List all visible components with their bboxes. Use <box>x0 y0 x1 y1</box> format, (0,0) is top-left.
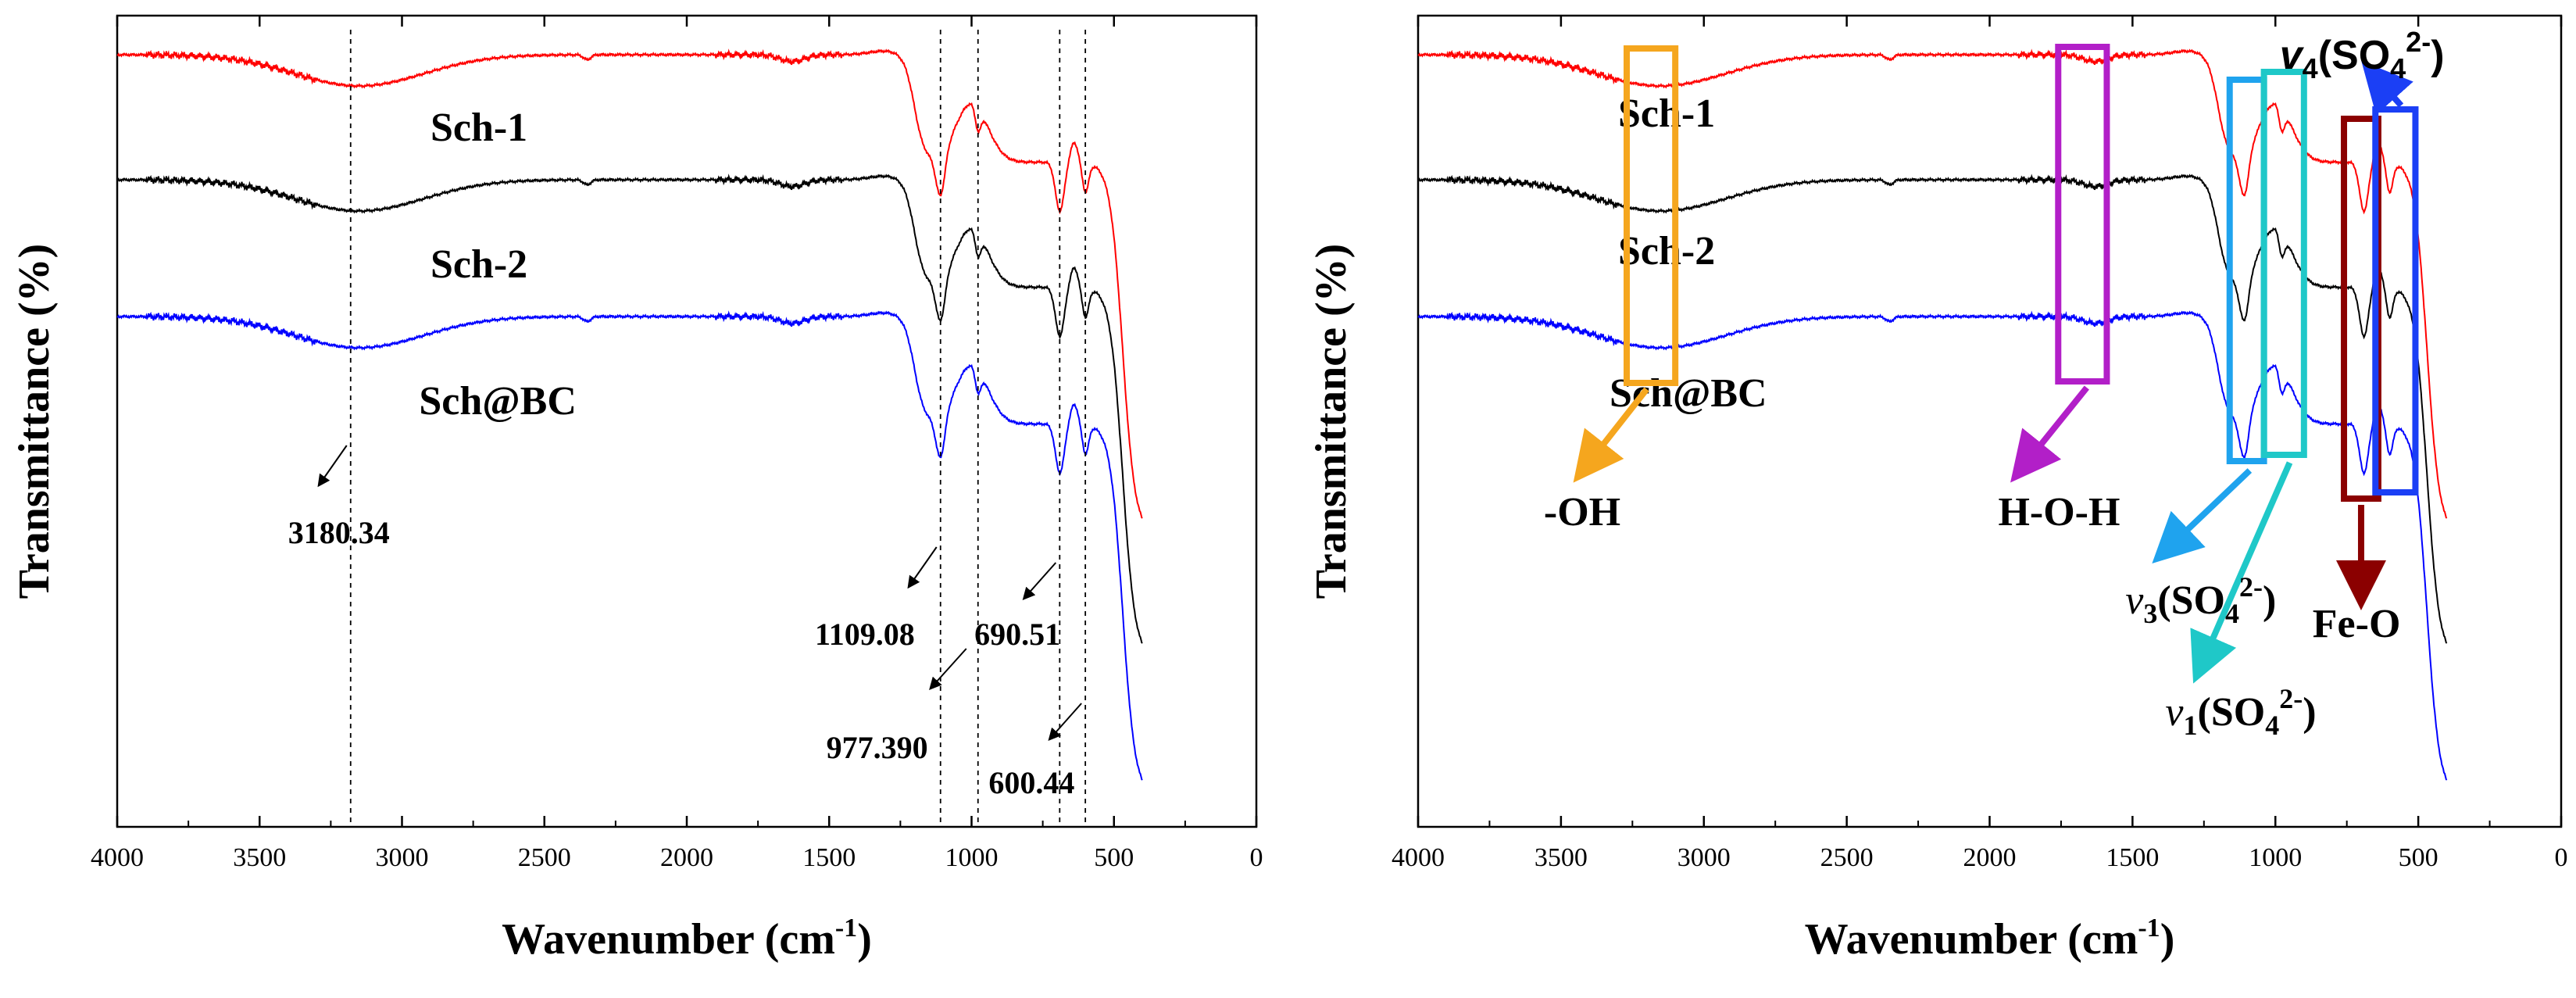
band-label-sup: 2- <box>2239 571 2263 603</box>
annotation-arrow <box>1048 703 1082 741</box>
band-label-close: ) <box>2263 578 2276 623</box>
band-label-open: (SO <box>2198 690 2266 735</box>
annotation-label: 3180.34 <box>288 515 390 550</box>
x-axis-label: Wavenumber (cm-1) <box>502 914 872 964</box>
band-label-sub: 1 <box>2184 710 2198 741</box>
band-label: H-O-H <box>1998 490 2120 535</box>
x-tick-label: 2500 <box>1820 843 1874 872</box>
series-label: Sch-2 <box>1618 229 1715 274</box>
band-label-symbol: v <box>2125 578 2144 623</box>
annotation-arrow <box>929 648 967 690</box>
band-label-v1: v1(SO42-) <box>2165 683 2316 741</box>
x-tick-label: 0 <box>1250 843 1263 872</box>
band-label-sub2: 4 <box>2225 598 2239 629</box>
band-label-v3: v3(SO42-) <box>2125 571 2276 629</box>
x-tick-label: 2000 <box>1963 843 2017 872</box>
band-box <box>2260 69 2307 458</box>
band-label-symbol: v <box>2280 33 2305 78</box>
series-line-sch-bc <box>116 310 1143 781</box>
band-label-sub2: 4 <box>2265 710 2279 741</box>
band-label-sub: 4 <box>2303 52 2318 84</box>
band-arrow <box>2010 385 2089 483</box>
panel-left: 4000 3500 3000 2500 2000 1500 1000 500 0 Wavenumb… <box>10 14 1263 964</box>
series-label: Sch-1 <box>431 106 527 150</box>
x-axis-label-close: ) <box>2160 915 2175 964</box>
annotation-label: 977.390 <box>827 730 928 765</box>
x-tick-label: 500 <box>1094 843 1134 872</box>
series-line-sch-1 <box>1417 48 2448 519</box>
x-tick-label: 500 <box>2399 843 2438 872</box>
annotation-label: 1109.08 <box>815 617 915 652</box>
band-arrow <box>1573 387 1649 483</box>
band-label-sub2: 4 <box>2390 52 2406 84</box>
x-tick-label: 1000 <box>945 843 999 872</box>
x-axis-label-close: ) <box>857 915 872 964</box>
annotation-label: 600.44 <box>988 765 1074 800</box>
series-label: Sch@BC <box>419 379 577 424</box>
x-tick-label: 4000 <box>1392 843 1445 872</box>
series-label: Sch@BC <box>1610 371 1767 416</box>
band-label-symbol: v <box>2165 690 2184 735</box>
series-line-sch-1 <box>116 48 1143 519</box>
band-label-sup: 2- <box>2279 683 2303 714</box>
band-arrow <box>2361 61 2413 116</box>
band-label-sub: 3 <box>2143 598 2157 629</box>
annotation-label: 690.51 <box>974 617 1060 652</box>
x-tick-label: 1000 <box>2249 843 2302 872</box>
x-axis-label-main: Wavenumber (cm <box>1805 915 2138 964</box>
series-line-sch-bc <box>1417 310 2448 781</box>
x-axis-label: Wavenumber (cm-1) <box>1805 914 2175 964</box>
band-label-close: ) <box>2431 33 2444 78</box>
band-label-close: ) <box>2303 690 2316 735</box>
band-label: Fe-O <box>2313 602 2401 646</box>
band-label-sup: 2- <box>2406 26 2431 58</box>
series-line-sch-2 <box>1417 173 2448 644</box>
x-tick-label: 3500 <box>233 843 286 872</box>
x-tick-label: 3000 <box>376 843 429 872</box>
band-box <box>2055 44 2110 385</box>
y-axis-label: Transmittance (%) <box>1307 244 1356 599</box>
plot-frame <box>1417 14 2563 828</box>
x-tick-label: 0 <box>2555 843 2568 872</box>
band-label-open: (SO <box>2318 33 2390 78</box>
x-tick-label: 2500 <box>518 843 571 872</box>
band-label-open: (SO <box>2157 578 2225 623</box>
band-box <box>2226 77 2267 464</box>
band-arrow <box>2190 461 2293 684</box>
x-tick-label: 3500 <box>1535 843 1588 872</box>
series-label: Sch-1 <box>1618 91 1715 136</box>
series-line-sch-2 <box>116 173 1143 644</box>
band-label-v4: v4(SO42-) <box>2280 26 2445 84</box>
annotation-arrow <box>907 546 938 589</box>
band-box <box>1623 45 1679 386</box>
x-axis-label-main: Wavenumber (cm <box>502 915 835 964</box>
band-arrow <box>2152 468 2253 564</box>
x-axis-label-sup: -1 <box>2138 914 2160 943</box>
annotation-arrow <box>1022 562 1057 600</box>
annotation-arrow <box>317 445 348 488</box>
series-label: Sch-2 <box>431 242 527 287</box>
band-label: -OH <box>1544 490 1620 535</box>
x-tick-label: 3000 <box>1677 843 1731 872</box>
x-axis-label-sup: -1 <box>835 914 857 943</box>
y-axis-label: Transmittance (%) <box>10 244 59 599</box>
x-tick-label: 1500 <box>2106 843 2159 872</box>
x-tick-label: 1500 <box>802 843 856 872</box>
panel-right: 4000 3500 3000 2500 2000 1500 1000 500 0 Wavenumb… <box>1307 14 2568 964</box>
x-tick-label: 2000 <box>660 843 713 872</box>
x-tick-label: 4000 <box>91 843 144 872</box>
